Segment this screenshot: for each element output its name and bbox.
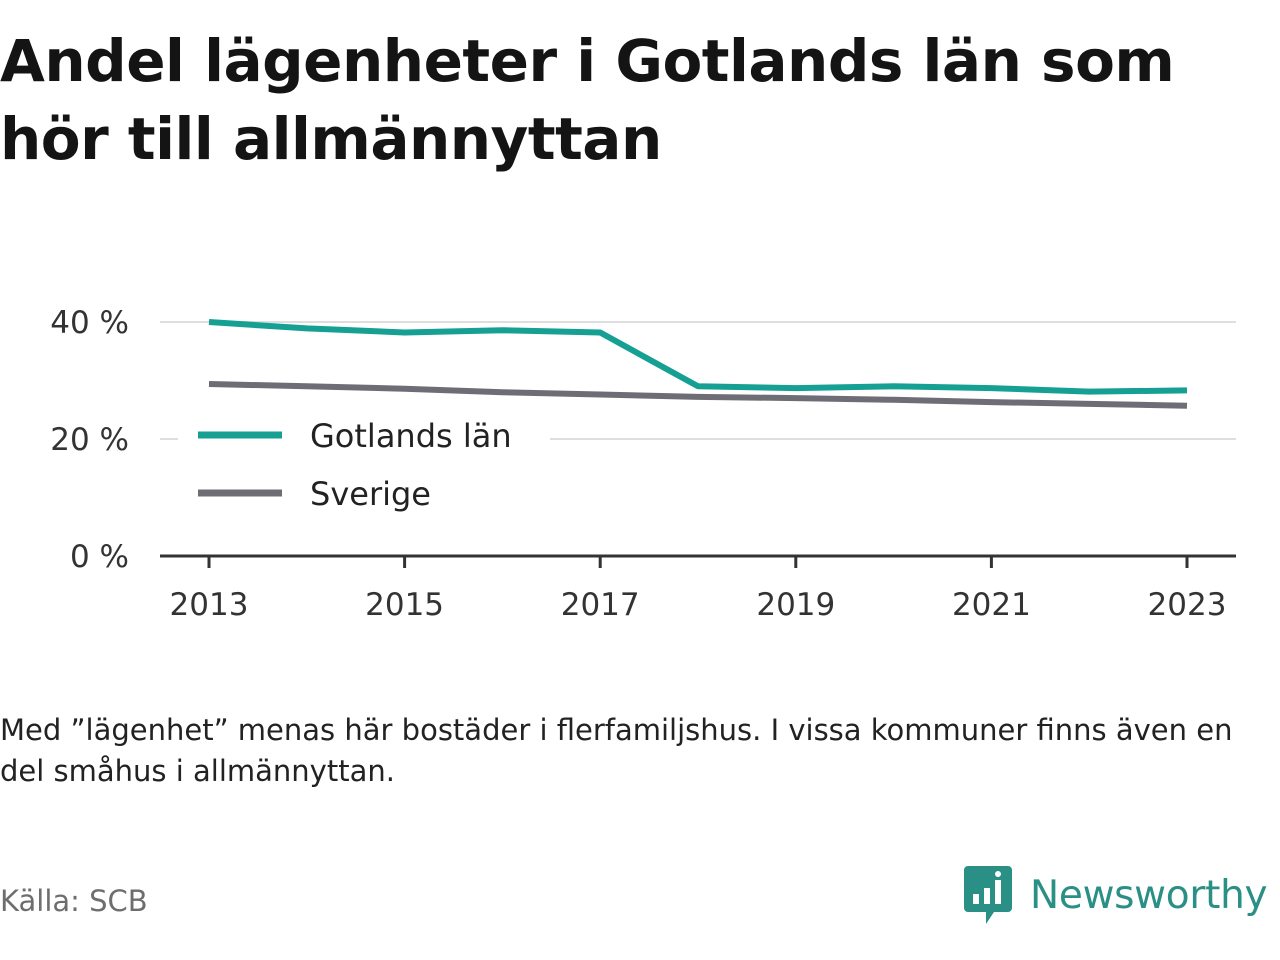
brand-name: Newsworthy (1030, 872, 1268, 918)
x-tick-label: 2023 (1148, 587, 1227, 623)
legend: Gotlands län Sverige (178, 408, 550, 518)
footnote: Med ”lägenhet” menas här bostäder i fler… (0, 713, 1233, 788)
brand-logo[interactable]: Newsworthy (962, 862, 1268, 928)
x-tick-label: 2015 (365, 587, 444, 623)
x-tick-label: 2013 (170, 587, 249, 623)
source-label: Källa: SCB (0, 884, 148, 918)
series-lines (208, 319, 1188, 409)
legend-label: Gotlands län (310, 417, 512, 455)
line-chart: 0 % 20 % 40 % 2013 2015 2017 2019 2021 2023 Got… (50, 305, 1236, 623)
x-axis-ticks: 2013 2015 2017 2019 2021 2023 (170, 556, 1227, 623)
y-tick-label: 40 % (50, 305, 129, 341)
legend-label: Sverige (310, 475, 431, 513)
x-tick-label: 2019 (756, 587, 835, 623)
y-tick-label: 20 % (50, 422, 129, 458)
series-line-0 (208, 319, 1188, 395)
y-tick-label: 0 % (70, 539, 129, 575)
newsworthy-logo-icon (964, 866, 1012, 924)
chart-title: Andel lägenheter i Gotlands län som hör … (0, 27, 1175, 173)
x-tick-label: 2017 (561, 587, 640, 623)
y-axis-ticks: 0 % 20 % 40 % (50, 305, 129, 575)
series-line-1 (208, 381, 1188, 409)
legend-background (178, 408, 550, 518)
x-tick-label: 2021 (952, 587, 1031, 623)
